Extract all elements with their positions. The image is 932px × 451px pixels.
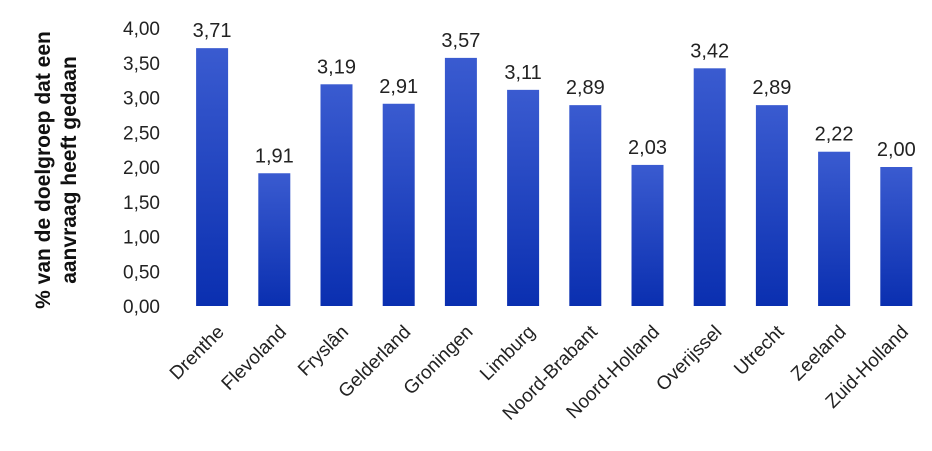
bars: [196, 48, 913, 307]
bar: [444, 57, 477, 307]
x-tick-label: Fryslân: [294, 322, 353, 381]
x-tick-label: Flevoland: [218, 322, 291, 395]
y-tick-label: 4,00: [123, 19, 160, 40]
bar: [631, 164, 664, 306]
bar: [880, 167, 913, 306]
bar: [196, 48, 229, 306]
data-label: 2,89: [752, 77, 791, 99]
data-label: 3,19: [317, 56, 356, 78]
y-axis-ticks: 0,00 0,50 1,00 1,50 2,00 2,50 3,00 3,50 4,00: [123, 19, 160, 318]
y-axis-title-line-2: aanvraag heeft gedaan: [58, 56, 81, 284]
y-axis-title-line-1: % van de doelgroep dat een: [32, 31, 55, 309]
bar: [507, 89, 540, 306]
x-tick-label: Limburg: [476, 322, 539, 385]
data-label: 2,89: [566, 77, 605, 99]
bar: [818, 151, 851, 306]
y-tick-label: 0,50: [123, 262, 160, 283]
data-label: 3,71: [193, 20, 232, 42]
bar: [755, 105, 788, 307]
data-label: 3,42: [690, 40, 729, 62]
x-tick-label: Zeeland: [787, 322, 850, 385]
data-label: 2,91: [379, 76, 418, 98]
y-tick-label: 0,00: [123, 297, 160, 318]
bar: [569, 105, 602, 307]
data-label: 1,91: [255, 145, 294, 167]
y-tick-label: 3,00: [123, 89, 160, 110]
x-tick-label: Utrecht: [730, 321, 789, 380]
data-label: 2,22: [815, 124, 854, 146]
bar: [382, 103, 415, 306]
data-label: 3,11: [504, 62, 541, 84]
data-label: 2,03: [628, 137, 667, 159]
bar: [258, 173, 291, 306]
y-tick-label: 1,00: [123, 228, 160, 249]
bar: [320, 84, 353, 306]
y-tick-label: 3,50: [123, 54, 160, 75]
y-tick-label: 1,50: [123, 193, 160, 214]
data-label: 2,00: [877, 139, 916, 161]
y-tick-label: 2,00: [123, 158, 160, 179]
x-tick-label: Overijssel: [652, 322, 726, 396]
data-label: 3,57: [441, 30, 480, 52]
bar: [693, 68, 726, 306]
y-tick-label: 2,50: [123, 123, 160, 144]
value-labels: 3,71 1,91 3,19 2,91 3,57 3,11 2,89 2,03 3,42 2,89…: [193, 20, 916, 167]
x-tick-label: Drenthe: [166, 322, 229, 385]
